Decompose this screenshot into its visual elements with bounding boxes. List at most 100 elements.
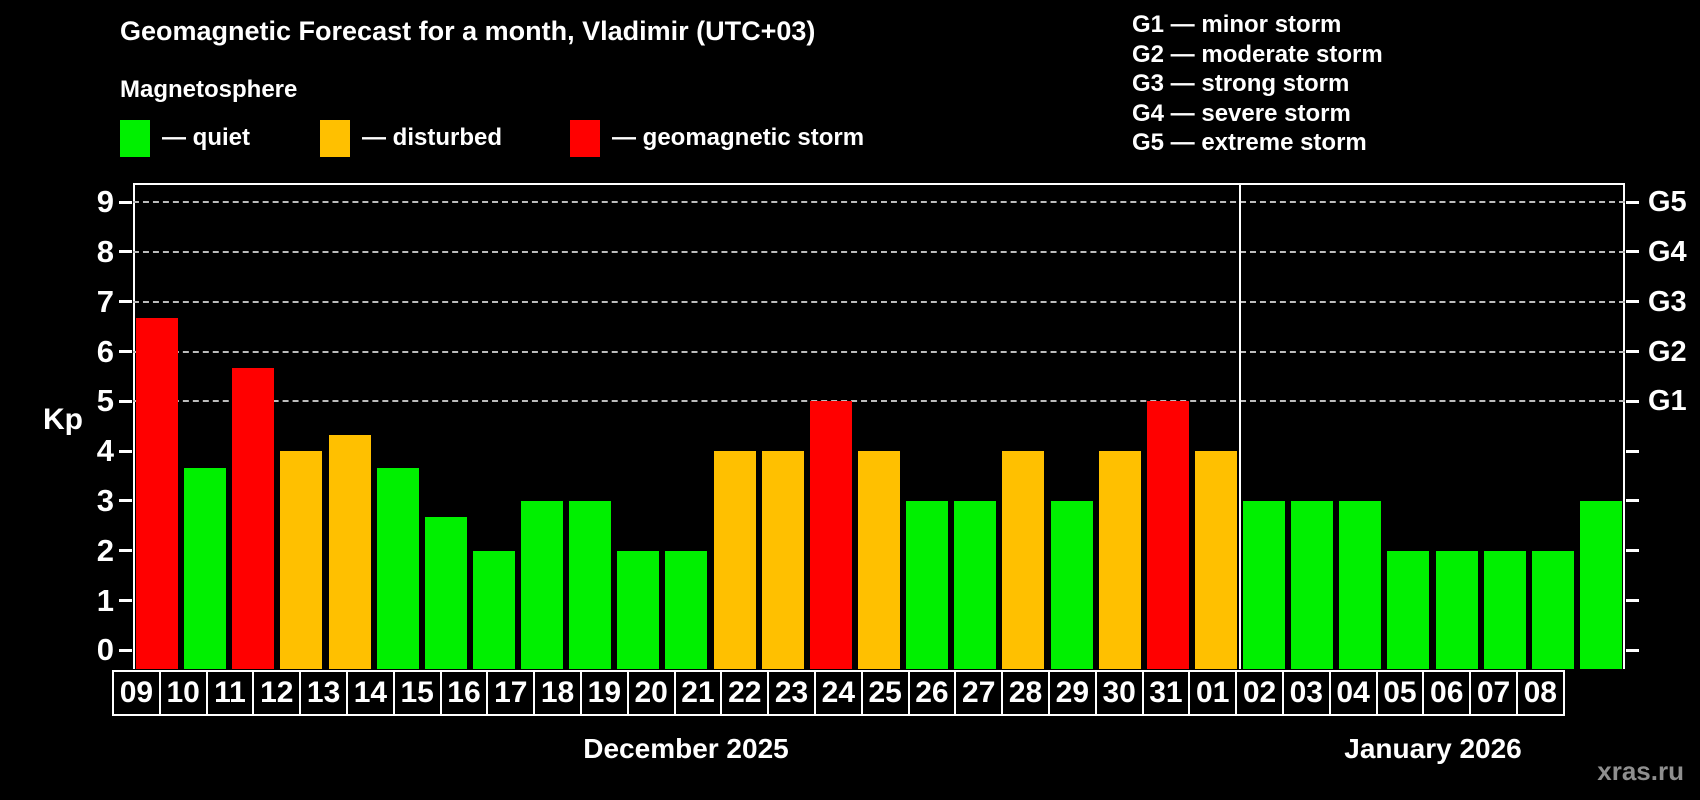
kp-bar	[1483, 550, 1526, 669]
storm-swatch-icon	[570, 119, 600, 157]
date-label: 15	[392, 670, 442, 716]
y-tick-mark	[1626, 499, 1639, 503]
date-label: 31	[1141, 670, 1191, 716]
y-axis-label: Kp	[43, 403, 83, 436]
kp-bar	[280, 451, 323, 669]
date-label: 23	[767, 670, 816, 716]
date-label: 16	[439, 670, 489, 716]
right-axis-label: G5	[1648, 186, 1687, 219]
y-tick-label: 3	[96, 482, 114, 518]
date-label: 02	[1235, 670, 1284, 716]
date-label: 17	[486, 670, 536, 716]
date-label: 14	[345, 670, 395, 716]
y-tick-mark	[119, 648, 132, 652]
right-axis-label: G2	[1648, 335, 1687, 368]
y-tick-mark	[1626, 449, 1639, 453]
date-label: 25	[860, 670, 910, 716]
y-tick-mark	[1626, 549, 1639, 553]
y-tick-mark	[1626, 399, 1639, 403]
kp-bar	[1531, 550, 1574, 669]
date-label: 22	[720, 670, 770, 716]
y-tick-mark	[119, 300, 132, 304]
y-tick-label: 5	[96, 383, 114, 419]
disturbed-swatch-icon	[320, 119, 350, 157]
y-tick-mark	[1626, 250, 1639, 254]
kp-bar	[472, 550, 515, 669]
y-tick-label: 7	[96, 283, 114, 319]
gridline	[133, 300, 1625, 303]
plot-area	[133, 183, 1625, 669]
kp-bar	[1243, 500, 1286, 669]
date-label: 09	[112, 670, 161, 716]
kp-bar	[761, 451, 804, 669]
kp-bar	[906, 500, 949, 669]
y-tick-mark	[1626, 350, 1639, 353]
kp-bar	[424, 517, 467, 669]
date-label: 29	[1047, 670, 1097, 716]
date-label: 04	[1328, 670, 1378, 716]
kp-bar	[569, 500, 612, 669]
date-label: 11	[205, 670, 255, 716]
date-label: 10	[158, 670, 208, 716]
right-axis-label: G3	[1648, 285, 1687, 318]
month-label-january: January 2026	[1344, 733, 1522, 764]
gridline	[133, 350, 1625, 353]
month-label-december: December 2025	[583, 733, 789, 764]
y-tick-mark	[119, 499, 132, 503]
legend-item-quiet: — quiet	[120, 118, 250, 158]
date-label: 13	[299, 670, 348, 716]
legend-item-disturbed: — disturbed	[320, 118, 502, 158]
date-label: 06	[1422, 670, 1472, 716]
kp-bar	[1146, 401, 1189, 669]
y-tick-mark	[119, 200, 132, 204]
date-label: 03	[1281, 670, 1331, 716]
quiet-swatch-icon	[120, 119, 150, 157]
y-tick-mark	[119, 549, 132, 553]
storm-scale-line: G4 — severe storm	[1132, 99, 1351, 127]
date-label: 26	[907, 670, 957, 716]
storm-scale-line: G2 — moderate storm	[1132, 40, 1383, 68]
kp-bar	[136, 318, 179, 669]
y-tick-label: 0	[96, 632, 114, 668]
gridline	[133, 400, 1625, 403]
legend-label: — disturbed	[362, 124, 503, 151]
magnetosphere-subtitle: Magnetosphere	[120, 76, 298, 103]
date-label: 30	[1094, 670, 1144, 716]
kp-bar	[665, 550, 708, 669]
kp-bar	[1194, 451, 1237, 669]
y-tick-mark	[1626, 300, 1639, 304]
kp-bar	[713, 451, 756, 669]
storm-scale-legend: G1 — minor storm G2 — moderate storm G3 — …	[1132, 10, 1383, 158]
storm-scale-line: G1 — minor storm	[1132, 11, 1342, 38]
kp-bar	[1579, 500, 1622, 669]
y-tick-label: 8	[96, 233, 114, 269]
kp-bar	[184, 467, 227, 669]
y-tick-mark	[1626, 648, 1639, 652]
kp-bar	[328, 434, 371, 669]
legend-label: — quiet	[162, 124, 250, 151]
date-label: 20	[626, 670, 676, 716]
page-title: Geomagnetic Forecast for a month, Vladim…	[120, 16, 816, 46]
gridline	[133, 250, 1625, 253]
y-tick-mark	[119, 599, 132, 602]
date-label: 12	[252, 670, 302, 716]
date-label: 08	[1515, 670, 1565, 716]
date-label: 01	[1188, 670, 1238, 716]
kp-bar	[1387, 550, 1430, 669]
y-tick-label: 4	[96, 433, 114, 469]
right-axis-label: G4	[1648, 235, 1687, 268]
y-tick-label: 2	[96, 532, 114, 568]
kp-bar	[521, 500, 564, 669]
date-label: 27	[954, 670, 1004, 716]
watermark: xras.ru	[1597, 756, 1684, 786]
y-tick-mark	[119, 399, 132, 403]
date-label: 24	[813, 670, 863, 716]
kp-bar	[1050, 500, 1093, 669]
date-label: 21	[673, 670, 723, 716]
y-tick-label: 9	[96, 184, 114, 220]
date-label: 05	[1375, 670, 1425, 716]
kp-bar	[1435, 550, 1478, 669]
month-separator	[1238, 183, 1241, 669]
storm-scale-line: G3 — strong storm	[1132, 70, 1350, 97]
